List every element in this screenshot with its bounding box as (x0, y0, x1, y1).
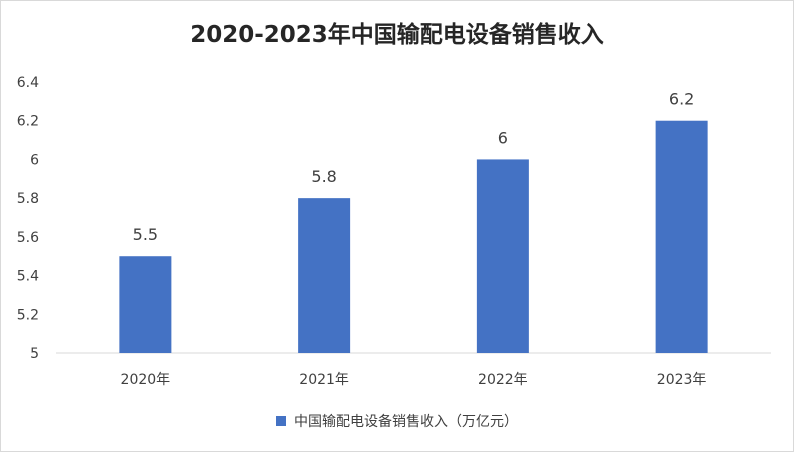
data-label: 5.8 (311, 167, 336, 186)
data-label: 6 (498, 128, 508, 147)
y-tick-label: 5.6 (17, 230, 39, 246)
bar (298, 198, 351, 353)
bar (655, 120, 708, 353)
x-tick-label: 2020年 (121, 372, 171, 388)
chart-title: 2020-2023年中国输配电设备销售收入 (190, 22, 604, 48)
y-tick-label: 5.8 (17, 191, 39, 207)
x-tick-label: 2022年 (478, 372, 528, 388)
y-tick-label: 6.4 (17, 75, 39, 91)
x-tick-label: 2021年 (299, 372, 349, 388)
x-tick-label: 2023年 (657, 372, 707, 388)
bar (476, 159, 529, 353)
y-tick-label: 6 (30, 152, 39, 168)
y-tick-label: 6.2 (17, 114, 39, 130)
bar (119, 256, 172, 353)
legend-label: 中国输配电设备销售收入（万亿元） (294, 414, 518, 430)
legend: 中国输配电设备销售收入（万亿元） (1, 411, 793, 431)
legend-swatch (276, 416, 286, 426)
y-tick-label: 5 (30, 346, 39, 362)
y-tick-label: 5.4 (17, 269, 39, 285)
data-label: 6.2 (669, 90, 694, 109)
data-label: 5.5 (133, 225, 158, 244)
y-tick-label: 5.2 (17, 307, 39, 323)
